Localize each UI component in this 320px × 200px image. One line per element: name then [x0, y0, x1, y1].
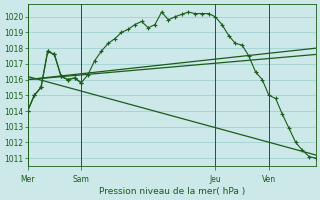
X-axis label: Pression niveau de la mer( hPa ): Pression niveau de la mer( hPa ): [99, 187, 245, 196]
